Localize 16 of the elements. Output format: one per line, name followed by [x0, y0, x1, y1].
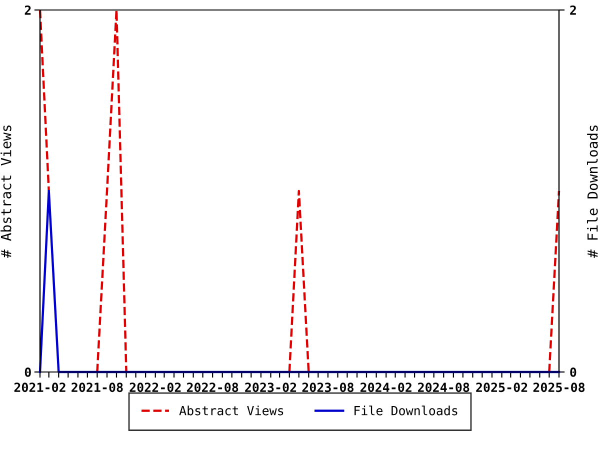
x-tick-label: 2021-08 [72, 382, 123, 392]
y2-axis-title: # File Downloads [587, 125, 598, 258]
y2-tick-label: 0 [570, 367, 576, 377]
x-tick-label: 2021-02 [14, 382, 66, 392]
x-tick-label: 2024-02 [360, 382, 412, 392]
x-tick-label: 2023-02 [245, 382, 296, 392]
x-tick-label: 2024-08 [418, 382, 470, 392]
x-tick-label: 2023-08 [302, 382, 354, 392]
x-tick-label: 2022-02 [130, 382, 181, 392]
y-axis-title: # Abstract Views [0, 125, 12, 258]
x-tick-label: 2022-08 [186, 382, 238, 392]
legend-label: File Downloads [354, 406, 458, 416]
legend-label: Abstract Views [179, 406, 284, 416]
y2-tick-label: 2 [570, 5, 576, 15]
x-tick-label: 2025-08 [533, 382, 585, 392]
x-tick-label: 2025-02 [476, 382, 528, 392]
